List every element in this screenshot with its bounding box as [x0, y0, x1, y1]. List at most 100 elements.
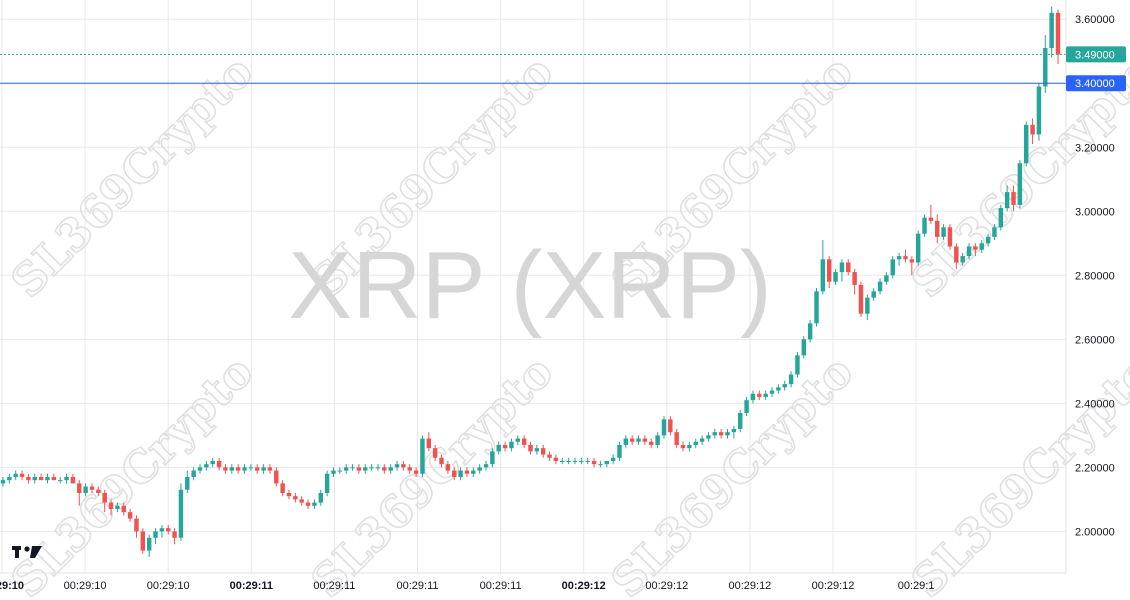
y-tick-label: 2.60000 [1075, 334, 1115, 346]
candle [1049, 6, 1054, 58]
candle-body [547, 454, 552, 458]
candle-body [388, 467, 393, 471]
candle-body [941, 227, 946, 237]
candle [1030, 118, 1035, 145]
candle [38, 473, 44, 481]
candle [801, 336, 807, 359]
candle-body [655, 435, 660, 445]
candle-body [661, 419, 667, 436]
candle [909, 256, 915, 276]
candle-body [356, 467, 362, 471]
candle [439, 454, 444, 468]
candle-body [261, 467, 266, 471]
x-tick-label: 00:29:11 [396, 580, 438, 592]
candle-body [706, 435, 711, 439]
candle [490, 448, 495, 468]
candle-body [38, 476, 44, 481]
candle [998, 204, 1004, 231]
candle [617, 441, 622, 461]
candle [788, 371, 794, 388]
candle-body [13, 473, 18, 477]
candle-body [477, 467, 482, 471]
candle-body [108, 502, 114, 509]
candle-body [871, 291, 876, 298]
candle-body [846, 262, 851, 273]
candle-body [604, 460, 609, 465]
candle [0, 476, 6, 487]
candle [388, 464, 393, 474]
candle [642, 435, 648, 445]
candle-body [521, 438, 527, 445]
candle-body [140, 531, 146, 551]
candle [776, 384, 781, 394]
candle-body [1049, 12, 1054, 49]
candle [725, 428, 730, 439]
candle-body [1004, 192, 1010, 209]
candle-body [585, 460, 590, 462]
candle [623, 435, 629, 449]
candle-body [1055, 12, 1061, 55]
candle [521, 435, 527, 449]
candle [394, 460, 400, 471]
candle-body [807, 323, 813, 340]
candle [153, 528, 158, 545]
candle [661, 416, 667, 439]
x-tick-label: 00:29:10 [64, 580, 107, 592]
candle [293, 492, 298, 503]
candle-body [935, 220, 940, 237]
candle-body [515, 438, 521, 442]
candle [1011, 185, 1016, 212]
candle [146, 534, 152, 557]
candle [172, 528, 177, 545]
candle-body [884, 275, 889, 282]
candle [884, 272, 889, 285]
candle [166, 524, 171, 535]
candle [712, 428, 718, 439]
candle [216, 457, 222, 471]
candle-body [452, 470, 457, 477]
candle [509, 438, 514, 452]
candle-body [636, 438, 641, 442]
x-tick-label: 00:29:11 [313, 580, 355, 592]
candle [26, 473, 31, 484]
candle [57, 476, 63, 484]
candle-body [242, 467, 247, 471]
candle-body [979, 243, 984, 250]
x-tick-label: 00:29:12 [728, 580, 771, 592]
candle-body [966, 246, 972, 257]
candle-body [432, 448, 438, 458]
candle [865, 294, 870, 321]
candle [941, 224, 946, 241]
candle-body [801, 339, 807, 356]
x-axis-ticks[interactable]: 00:29:10 00:29:10 00:29:10 00:29:11 00:29:11… [0, 580, 934, 592]
candle-body [833, 272, 838, 282]
candle [966, 243, 972, 260]
candle [515, 435, 521, 445]
price-badge: 3.49000 [1066, 46, 1126, 63]
price-lines-layer [0, 53, 1066, 84]
candle [363, 464, 368, 474]
candle [102, 489, 107, 513]
candle-body [318, 492, 323, 503]
price-badges: 3.49000 3.40000 [1066, 46, 1126, 92]
candle [70, 473, 76, 484]
candle [833, 268, 838, 285]
candle-body [445, 464, 451, 471]
candle [369, 464, 374, 471]
candle [1036, 83, 1042, 141]
candle [204, 460, 209, 471]
candle [560, 457, 565, 465]
candle-body [229, 467, 235, 471]
candle-body [223, 467, 228, 471]
candle-body [235, 467, 241, 471]
candle-body [483, 464, 489, 468]
candle [96, 486, 101, 497]
candle [178, 483, 184, 541]
candle-body [178, 489, 184, 538]
candle-body [852, 272, 857, 285]
price-badge-label: 3.40000 [1075, 78, 1115, 90]
candle-body [909, 259, 915, 263]
tradingview-logo[interactable] [12, 546, 42, 558]
